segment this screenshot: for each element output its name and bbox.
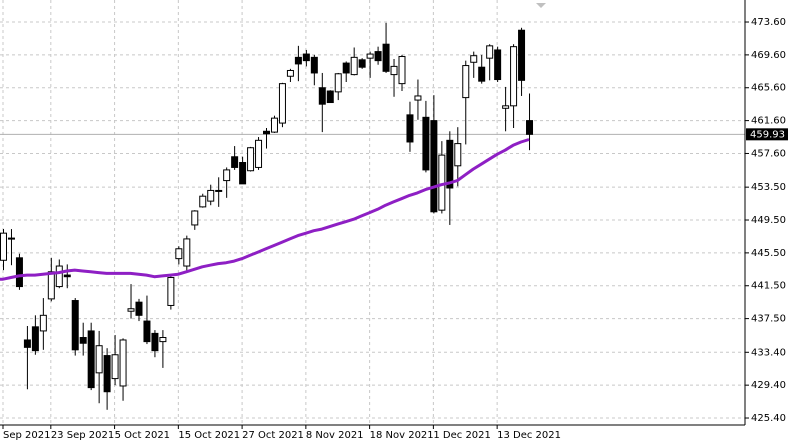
- candle-body: [398, 56, 406, 85]
- candle-body: [119, 339, 127, 387]
- candle-body: [159, 337, 167, 343]
- candle-body: [318, 87, 326, 105]
- candle-body: [55, 265, 63, 288]
- candle-body: [47, 271, 55, 300]
- candle-body: [478, 66, 486, 82]
- x-tick-label: 23 Sep 2021: [51, 430, 114, 441]
- candle-body: [422, 116, 430, 171]
- candle-body: [518, 29, 526, 81]
- y-tick-label: 449.50: [751, 215, 786, 226]
- candle-body: [23, 339, 31, 348]
- candle-body: [223, 169, 231, 182]
- candle-body: [71, 300, 79, 351]
- candle-body: [342, 62, 350, 74]
- x-tick-label: 8 Nov 2021: [306, 430, 364, 441]
- x-tick-label: 13 Dec 2021: [497, 430, 561, 441]
- candle-body: [414, 95, 422, 101]
- x-tick-label: 5 Oct 2021: [115, 430, 170, 441]
- candle-body: [39, 314, 47, 332]
- candle-body: [95, 345, 103, 374]
- candle-body: [502, 105, 510, 109]
- y-tick-label: 461.60: [751, 116, 786, 127]
- candle-body: [63, 274, 71, 278]
- candle-body: [183, 238, 191, 267]
- x-tick-label: 15 Oct 2021: [178, 430, 240, 441]
- candle-body: [510, 46, 518, 107]
- candle-body: [326, 90, 334, 104]
- candle-body: [135, 301, 143, 316]
- candle-body: [406, 114, 414, 143]
- candle-body: [103, 355, 111, 393]
- candle-body: [446, 139, 454, 189]
- candle-body: [167, 277, 175, 306]
- candle-body: [79, 337, 87, 344]
- shift-marker: [536, 3, 546, 8]
- y-tick-label: 473.60: [751, 17, 786, 28]
- candle-body: [247, 147, 255, 172]
- candle-body: [454, 143, 462, 167]
- candle-body: [31, 326, 39, 352]
- candle-body: [199, 195, 207, 208]
- candle-body: [239, 162, 247, 185]
- candle-body: [366, 53, 374, 59]
- candle-body: [151, 332, 159, 352]
- candle-body: [207, 189, 215, 202]
- candle-body: [358, 59, 366, 68]
- candle-body: [215, 189, 223, 192]
- candle-body: [390, 65, 398, 76]
- candle-body: [286, 69, 294, 77]
- candle-body: [191, 210, 199, 226]
- candle-body: [302, 53, 310, 62]
- y-tick-label: 425.40: [751, 413, 786, 424]
- candle-body: [374, 51, 382, 62]
- candle-body: [310, 56, 318, 74]
- y-tick-label: 437.50: [751, 314, 786, 325]
- candle-body: [494, 49, 502, 81]
- x-tick-label: Sep 2021: [3, 430, 50, 441]
- y-tick-label: 457.60: [751, 148, 786, 159]
- y-tick-label: 441.50: [751, 281, 786, 292]
- x-tick-label: 27 Oct 2021: [242, 430, 304, 441]
- candle-body: [526, 120, 534, 135]
- candle-body: [278, 83, 286, 124]
- candle-body: [294, 56, 302, 65]
- moving-average: [0, 138, 530, 281]
- y-tick-label: 429.40: [751, 380, 786, 391]
- y-tick-label: 465.60: [751, 83, 786, 94]
- candle-body: [263, 130, 271, 135]
- y-tick-label: 469.60: [751, 50, 786, 61]
- y-tick-label: 445.50: [751, 248, 786, 259]
- candle-body: [270, 117, 278, 133]
- x-tick-label: 18 Nov 2021: [370, 430, 434, 441]
- candle-body: [255, 139, 263, 168]
- candle-body: [0, 232, 7, 261]
- candle-body: [350, 56, 358, 76]
- candle-body: [175, 248, 183, 260]
- candle-body: [111, 354, 119, 380]
- candle-body: [334, 73, 342, 93]
- candle-body: [7, 237, 15, 240]
- x-tick-label: 1 Dec 2021: [433, 430, 491, 441]
- candle-body: [462, 65, 470, 99]
- candle-body: [87, 330, 95, 389]
- candle-body: [430, 120, 438, 213]
- candle-body: [143, 320, 151, 343]
- y-tick-label: 453.50: [751, 182, 786, 193]
- current-price-badge: [746, 128, 788, 141]
- current-price-label: 459.93: [750, 129, 785, 140]
- candle-body: [231, 156, 239, 168]
- candle-body: [470, 55, 478, 63]
- candle-body: [15, 257, 23, 288]
- candle-body: [382, 43, 390, 72]
- candle-body: [486, 45, 494, 59]
- candle-body: [127, 308, 135, 312]
- y-tick-label: 433.40: [751, 347, 786, 358]
